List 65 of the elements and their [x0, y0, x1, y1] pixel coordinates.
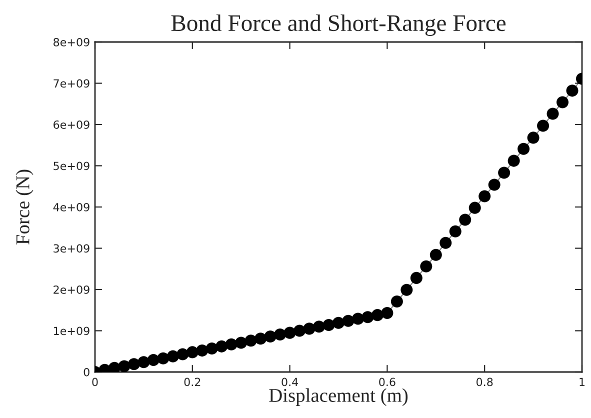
point: [166, 350, 179, 362]
point: [362, 311, 374, 324]
point: [157, 352, 170, 364]
point: [566, 84, 578, 97]
point: [216, 340, 228, 352]
point: [322, 318, 335, 331]
y-tick-label: 4e+09: [53, 202, 90, 212]
point: [527, 132, 540, 144]
x-tick-label: 0.6: [379, 378, 396, 386]
point: [225, 338, 238, 350]
point: [449, 225, 462, 238]
x-tick-label: 0.8: [476, 378, 493, 386]
y-tick-label: 8e+09: [54, 38, 90, 46]
point: [342, 314, 354, 327]
point: [284, 326, 296, 339]
point: [235, 336, 248, 349]
point: [537, 120, 550, 132]
y-tick-label: 5e+09: [54, 162, 90, 170]
point: [352, 312, 364, 325]
point: [186, 346, 198, 358]
point: [332, 316, 345, 329]
point: [294, 324, 306, 337]
point: [478, 190, 491, 202]
point: [108, 362, 120, 372]
point: [371, 309, 384, 322]
point: [118, 360, 130, 372]
point: [206, 342, 218, 354]
x-tick-label: 1: [580, 378, 585, 386]
x-tick-label: 0: [92, 378, 98, 386]
point: [518, 142, 530, 155]
y-tick-label: 7e+09: [54, 79, 90, 88]
y-tick-label: 1e+09: [54, 326, 90, 336]
point: [196, 344, 208, 357]
point: [556, 96, 569, 108]
y-tick-label: 2e+09: [54, 285, 90, 294]
point: [254, 332, 267, 345]
point: [390, 295, 403, 308]
point: [128, 358, 140, 370]
point: [138, 356, 150, 368]
y-tick-label: 0: [84, 368, 90, 376]
point: [430, 248, 442, 261]
point: [176, 348, 189, 360]
point: [488, 178, 500, 191]
point: [420, 260, 432, 272]
x-axis-title: Displacement (m): [269, 388, 408, 406]
point: [264, 330, 276, 343]
point: [459, 214, 472, 226]
x-tick-label: 0.4: [282, 378, 298, 386]
point: [244, 334, 257, 347]
point: [440, 236, 452, 249]
y-tick-label: 6e+09: [54, 120, 90, 129]
point: [410, 272, 422, 284]
point: [400, 284, 413, 296]
point: [303, 322, 316, 335]
x-tick-label: 0.2: [184, 378, 200, 386]
point: [508, 154, 520, 167]
point: [274, 328, 286, 340]
point: [381, 307, 394, 320]
point: [546, 108, 559, 120]
y-axis-title: Force (N): [16, 170, 34, 245]
point: [498, 166, 510, 179]
point: [313, 320, 326, 333]
point: [468, 202, 481, 214]
y-tick-label: 3e+09: [54, 244, 90, 253]
chart-title: Bond Force and Short-Range Force: [171, 14, 506, 36]
